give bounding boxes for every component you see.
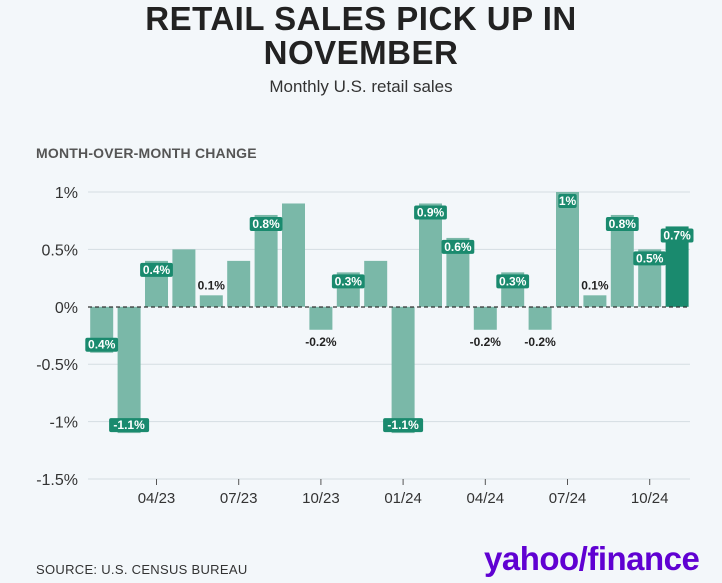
bar xyxy=(172,249,196,307)
data-label-bg xyxy=(331,274,365,289)
y-tick-label: -1.5% xyxy=(36,472,78,489)
title-line-1: RETAIL SALES PICK UP IN xyxy=(145,0,577,37)
bar xyxy=(419,203,442,307)
data-label: 0.3% xyxy=(499,274,527,288)
source-note: SOURCE: U.S. CENSUS BUREAU xyxy=(36,562,248,577)
data-label: 1% xyxy=(559,194,577,208)
y-tick-label: -0.5% xyxy=(36,357,78,374)
data-label-bg xyxy=(140,262,173,277)
x-tick-label: 07/24 xyxy=(549,490,587,507)
data-label-bg xyxy=(109,418,150,433)
data-label-bg xyxy=(660,228,694,243)
data-label: 0.6% xyxy=(444,240,472,254)
x-tick-label: 07/23 xyxy=(220,490,258,507)
bar xyxy=(610,214,634,307)
y-tick-label: -1% xyxy=(50,415,78,432)
data-label: -0.2% xyxy=(305,335,337,349)
bar xyxy=(446,237,470,307)
data-label: 0.8% xyxy=(252,217,280,231)
bar xyxy=(473,306,497,330)
data-label-bg xyxy=(85,337,119,352)
data-label-bg xyxy=(558,194,577,208)
data-label: 0.7% xyxy=(663,228,691,242)
bar xyxy=(309,306,333,330)
data-label: -1.1% xyxy=(113,418,145,432)
data-label: 0.5% xyxy=(636,251,664,265)
data-label: 0.1% xyxy=(198,278,226,292)
data-label-bg xyxy=(383,418,424,433)
bar xyxy=(665,226,689,307)
data-label-bg xyxy=(414,205,447,220)
bar xyxy=(199,295,223,307)
data-label-bg xyxy=(496,274,530,289)
bar xyxy=(528,306,552,330)
data-label: 0.3% xyxy=(335,274,363,288)
x-tick-label: 10/24 xyxy=(631,490,669,507)
chart-subtitle: Monthly U.S. retail sales xyxy=(269,77,453,96)
y-tick-label: 1% xyxy=(55,185,78,202)
data-label: 0.4% xyxy=(143,263,171,277)
chart-title: RETAIL SALES PICK UP IN NOVEMBER xyxy=(0,2,722,70)
y-axis-title: MONTH-OVER-MONTH CHANGE xyxy=(36,145,257,161)
bar xyxy=(583,295,607,307)
data-label: -0.2% xyxy=(524,335,556,349)
data-label-bg xyxy=(605,216,639,231)
bar xyxy=(556,192,579,307)
data-label-bg xyxy=(249,216,283,231)
x-tick-label: 04/23 xyxy=(138,490,176,507)
data-label: 0.4% xyxy=(88,338,116,352)
bar xyxy=(117,306,141,434)
data-label-bg xyxy=(441,239,475,254)
yahoo-finance-logo: yahoo/finance xyxy=(484,540,700,577)
data-label: -1.1% xyxy=(387,418,419,432)
bar xyxy=(282,203,305,307)
bar xyxy=(391,306,415,434)
x-tick-label: 01/24 xyxy=(384,490,422,507)
bar xyxy=(364,260,388,307)
title-line-2: NOVEMBER xyxy=(263,34,459,71)
bar xyxy=(254,214,278,307)
data-label-bg xyxy=(633,251,667,266)
data-label: 0.9% xyxy=(417,205,445,219)
x-tick-label: 04/24 xyxy=(467,490,505,507)
data-label: 0.1% xyxy=(581,278,609,292)
data-label: 0.8% xyxy=(609,217,637,231)
data-label: -0.2% xyxy=(470,335,502,349)
bar xyxy=(227,260,251,307)
y-tick-label: 0.5% xyxy=(42,242,78,259)
y-tick-label: 0% xyxy=(55,300,78,317)
x-tick-label: 10/23 xyxy=(302,490,340,507)
